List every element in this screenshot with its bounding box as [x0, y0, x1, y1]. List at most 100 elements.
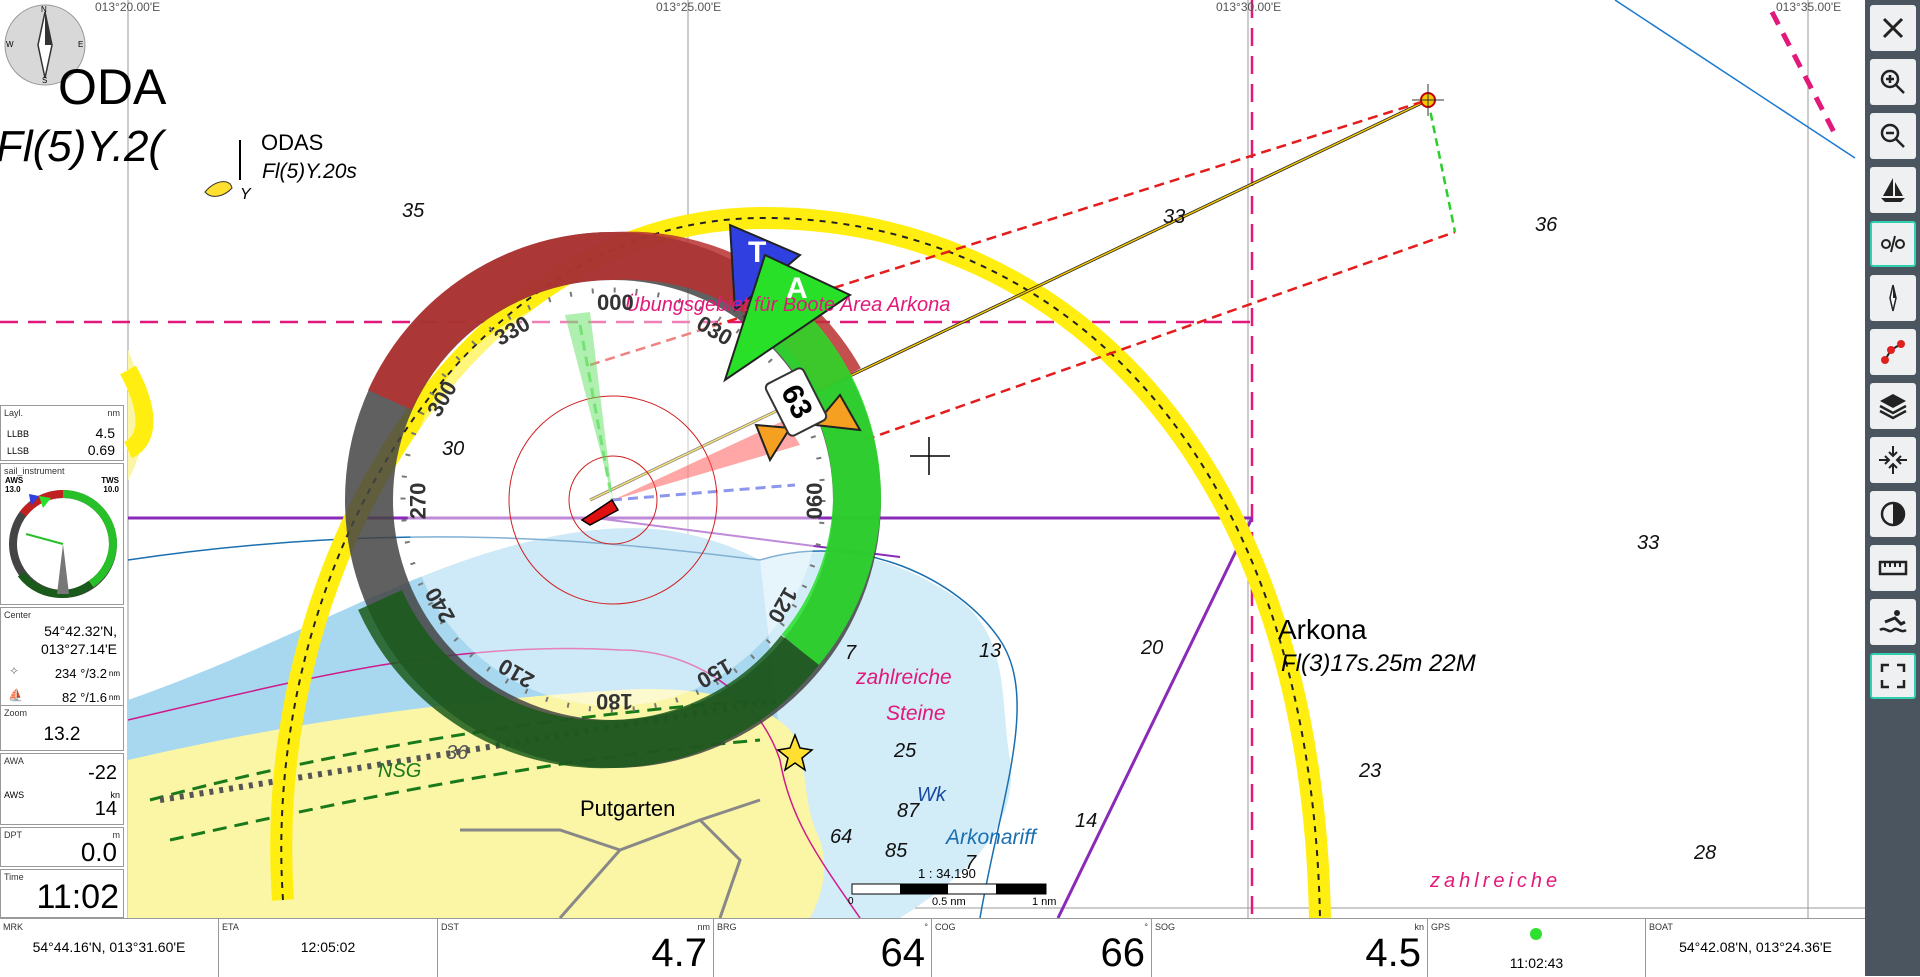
buoy-light-characteristic: Fl(5)Y.20s [262, 160, 357, 183]
cog-cell[interactable]: COG ° 66 [932, 919, 1152, 977]
measure-button[interactable] [1870, 545, 1916, 591]
chart-canvas[interactable] [0, 0, 1865, 918]
sail-ring-dots [400, 287, 826, 713]
depth-sounding: 85 [885, 840, 908, 862]
layers-icon [1879, 394, 1907, 420]
buoy-light [204, 181, 233, 197]
widget-label: DPT [4, 830, 22, 840]
boat-cell[interactable]: BOAT 54°42.08'N, 013°24.36'E [1646, 919, 1865, 977]
reef-label: Arkonariff [946, 826, 1036, 849]
longitude-label: 013°35.00'E [1776, 0, 1842, 14]
area-label: Übungsgebiet für Boote Area Arkona [625, 294, 951, 316]
marker-unit: nm [108, 669, 120, 678]
apparent-wind-label: A [786, 272, 808, 305]
nautical-chart[interactable]: 013°20.00'E 013°25.00'E 013°30.00'E 013°… [0, 0, 1865, 918]
light-sector-arc-pattern [280, 216, 1321, 918]
boat-center-button[interactable] [1870, 167, 1916, 213]
zoom-in-button[interactable] [1870, 59, 1916, 105]
eta-cell[interactable]: ETA 12:05:02 [219, 919, 438, 977]
compass-w: W [6, 40, 14, 49]
cog-label: COG [935, 922, 956, 932]
lock-position-button[interactable] [1870, 221, 1916, 267]
gps-status-icon [1530, 928, 1542, 940]
scale-tick: 0.5 nm [932, 896, 966, 908]
center-lon: 013°27.14'E [40, 641, 117, 657]
buoy-light-large: Fl(5)Y.2( [0, 122, 164, 171]
longitude-label: 013°30.00'E [1216, 0, 1282, 14]
zoom-widget[interactable]: Zoom 13.2 [0, 705, 124, 751]
center-map-button[interactable] [1870, 437, 1916, 483]
llbb-label: LLBB [7, 429, 30, 439]
buoy-name: ODAS [261, 130, 324, 155]
boat-unit: nm [108, 693, 120, 702]
eta-label: ETA [222, 922, 239, 932]
close-button[interactable] [1870, 5, 1916, 51]
boat-icon: ⛵ [8, 688, 23, 702]
mrk-cell[interactable]: MRK 54°44.16'N, 013°31.60'E [0, 919, 219, 977]
brg-value: 64 [880, 931, 926, 975]
center-widget[interactable]: Center 54°42.32'N, 013°27.14'E ✧ 234 °/3… [0, 607, 124, 713]
aws-value: 13.0 [5, 485, 21, 494]
brg-label: BRG [717, 922, 737, 932]
depth-sounding: 33 [1637, 532, 1660, 554]
wind-sector [565, 312, 613, 500]
man-overboard-button[interactable] [1870, 599, 1916, 645]
depth-sounding: 25 [894, 740, 917, 762]
boat-bearing: 82 °/1.6 [62, 690, 107, 705]
brg-cell[interactable]: BRG ° 64 [714, 919, 932, 977]
layline-widget[interactable]: Layl. nm LLBB 4.5 LLSB 0.69 [0, 405, 124, 461]
fullscreen-icon [1880, 663, 1906, 689]
llsb-label: LLSB [7, 446, 30, 456]
lighthouse-name: Arkona [1278, 614, 1367, 645]
zoom-value: 13.2 [43, 724, 81, 745]
widget-label: Layl. [4, 408, 24, 418]
widget-label: sail_instrument [4, 466, 65, 476]
bearing-line [1614, 0, 1856, 159]
zoom-out-button[interactable] [1870, 113, 1916, 159]
depth-sounding: 36 [446, 742, 469, 764]
coastline-contour [127, 647, 861, 918]
aws-value: 14 [94, 798, 117, 820]
marker-icon: ✧ [9, 664, 20, 678]
depth-widget[interactable]: DPT m 0.0 [0, 827, 124, 867]
wind-widget[interactable]: AWA -22 AWS kn 14 [0, 753, 124, 825]
light-sector-arc [120, 365, 154, 459]
sail-instrument-widget[interactable]: sail_instrument AWS 13.0 TWS 10.0 [0, 463, 124, 605]
night-mode-button[interactable] [1870, 491, 1916, 537]
widget-unit: m [112, 830, 121, 840]
awa-label: AWA [4, 756, 24, 766]
nsg-label: NSG [378, 760, 422, 782]
dst-cell[interactable]: DST nm 4.7 [438, 919, 714, 977]
cog-value: 66 [1100, 931, 1146, 975]
compass-n: N [41, 5, 47, 14]
gps-cell[interactable]: GPS 11:02:43 [1428, 919, 1646, 977]
obstruction-label: Steine [886, 702, 946, 725]
sog-cell[interactable]: SOG kn 4.5 [1152, 919, 1428, 977]
depth-value: 0.0 [80, 837, 117, 867]
wind-sector [613, 420, 800, 500]
nsg-boundary [149, 698, 761, 802]
wind-direction-line [611, 483, 796, 502]
dst-value: 4.7 [651, 931, 707, 975]
route-button[interactable] [1870, 329, 1916, 375]
boat-value: 54°42.08'N, 013°24.36'E [1679, 939, 1832, 955]
widget-unit: nm [107, 408, 120, 418]
lock-position-icon [1881, 235, 1905, 253]
depth-sounding: 20 [1141, 637, 1164, 659]
true-wind-label: T [748, 236, 767, 269]
layers-button[interactable] [1870, 383, 1916, 429]
llbb-value: 4.5 [95, 425, 115, 441]
longitude-label: 013°20.00'E [95, 0, 161, 14]
layline [589, 98, 1429, 367]
scale-bar-segment [996, 884, 1046, 894]
sail-heading-label: 180 [596, 689, 633, 714]
time-widget[interactable]: Time 11:02 [0, 869, 124, 918]
scale-bar-segment [900, 884, 948, 894]
sailboat-icon [1881, 178, 1905, 202]
compass-button[interactable] [1870, 275, 1916, 321]
apparent-wind-pointer [723, 253, 853, 383]
aws-unit: kn [110, 790, 120, 800]
mini-sail-instrument [9, 490, 118, 599]
fullscreen-button[interactable] [1870, 653, 1916, 699]
heading-pointer [813, 393, 862, 432]
